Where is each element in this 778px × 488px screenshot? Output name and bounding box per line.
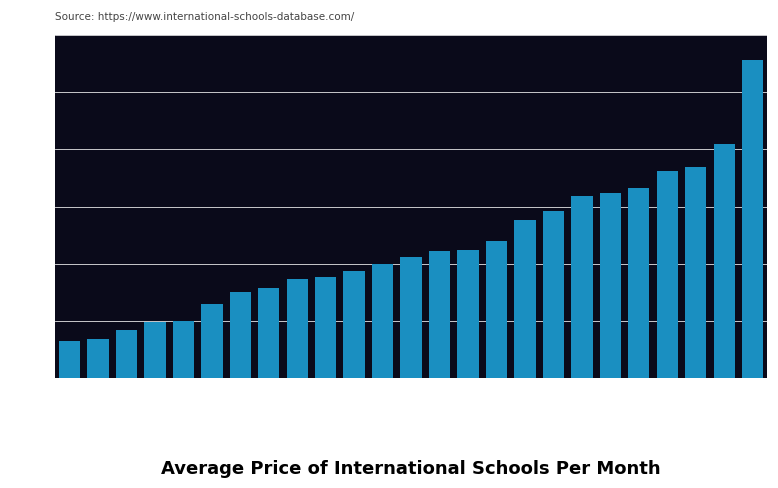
Bar [657, 172, 678, 378]
Bar [401, 257, 422, 378]
Bar [87, 339, 109, 378]
Bar [286, 279, 308, 378]
Bar [116, 330, 137, 378]
Bar [600, 193, 621, 378]
Bar [173, 321, 194, 378]
Bar [202, 304, 223, 378]
Bar [344, 271, 365, 378]
Bar [685, 167, 706, 378]
Bar [315, 278, 336, 378]
Bar [713, 144, 735, 378]
Bar [372, 264, 394, 378]
Bar [742, 61, 763, 378]
Bar [144, 322, 166, 378]
Bar [628, 189, 650, 378]
Bar [571, 197, 593, 378]
Bar [429, 252, 450, 378]
Bar [485, 242, 507, 378]
Bar [543, 212, 564, 378]
Bar [457, 250, 478, 378]
X-axis label: Average Price of International Schools Per Month: Average Price of International Schools P… [161, 459, 661, 477]
Bar [258, 288, 279, 378]
Bar [514, 221, 535, 378]
Bar [230, 293, 251, 378]
Bar [59, 342, 80, 378]
Text: Source: https://www.international-schools-database.com/: Source: https://www.international-school… [55, 12, 355, 22]
